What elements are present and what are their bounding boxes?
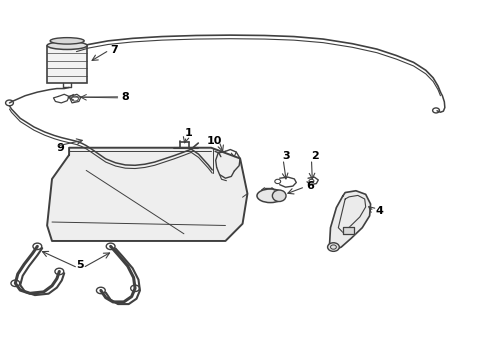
Ellipse shape xyxy=(272,190,286,202)
Ellipse shape xyxy=(50,38,84,44)
Polygon shape xyxy=(343,226,354,234)
Text: 10: 10 xyxy=(206,136,222,145)
Polygon shape xyxy=(47,148,247,241)
Text: 1: 1 xyxy=(185,128,193,138)
Text: 3: 3 xyxy=(283,151,291,161)
Text: 8: 8 xyxy=(122,92,129,102)
Text: 5: 5 xyxy=(76,260,84,270)
Ellipse shape xyxy=(47,41,87,49)
Ellipse shape xyxy=(257,189,284,203)
Text: 6: 6 xyxy=(306,181,314,191)
Text: 4: 4 xyxy=(375,206,383,216)
Text: 7: 7 xyxy=(110,45,118,55)
Circle shape xyxy=(328,243,339,251)
Polygon shape xyxy=(330,191,370,251)
Text: 9: 9 xyxy=(56,143,64,153)
FancyBboxPatch shape xyxy=(47,45,87,83)
Text: 2: 2 xyxy=(311,151,319,161)
